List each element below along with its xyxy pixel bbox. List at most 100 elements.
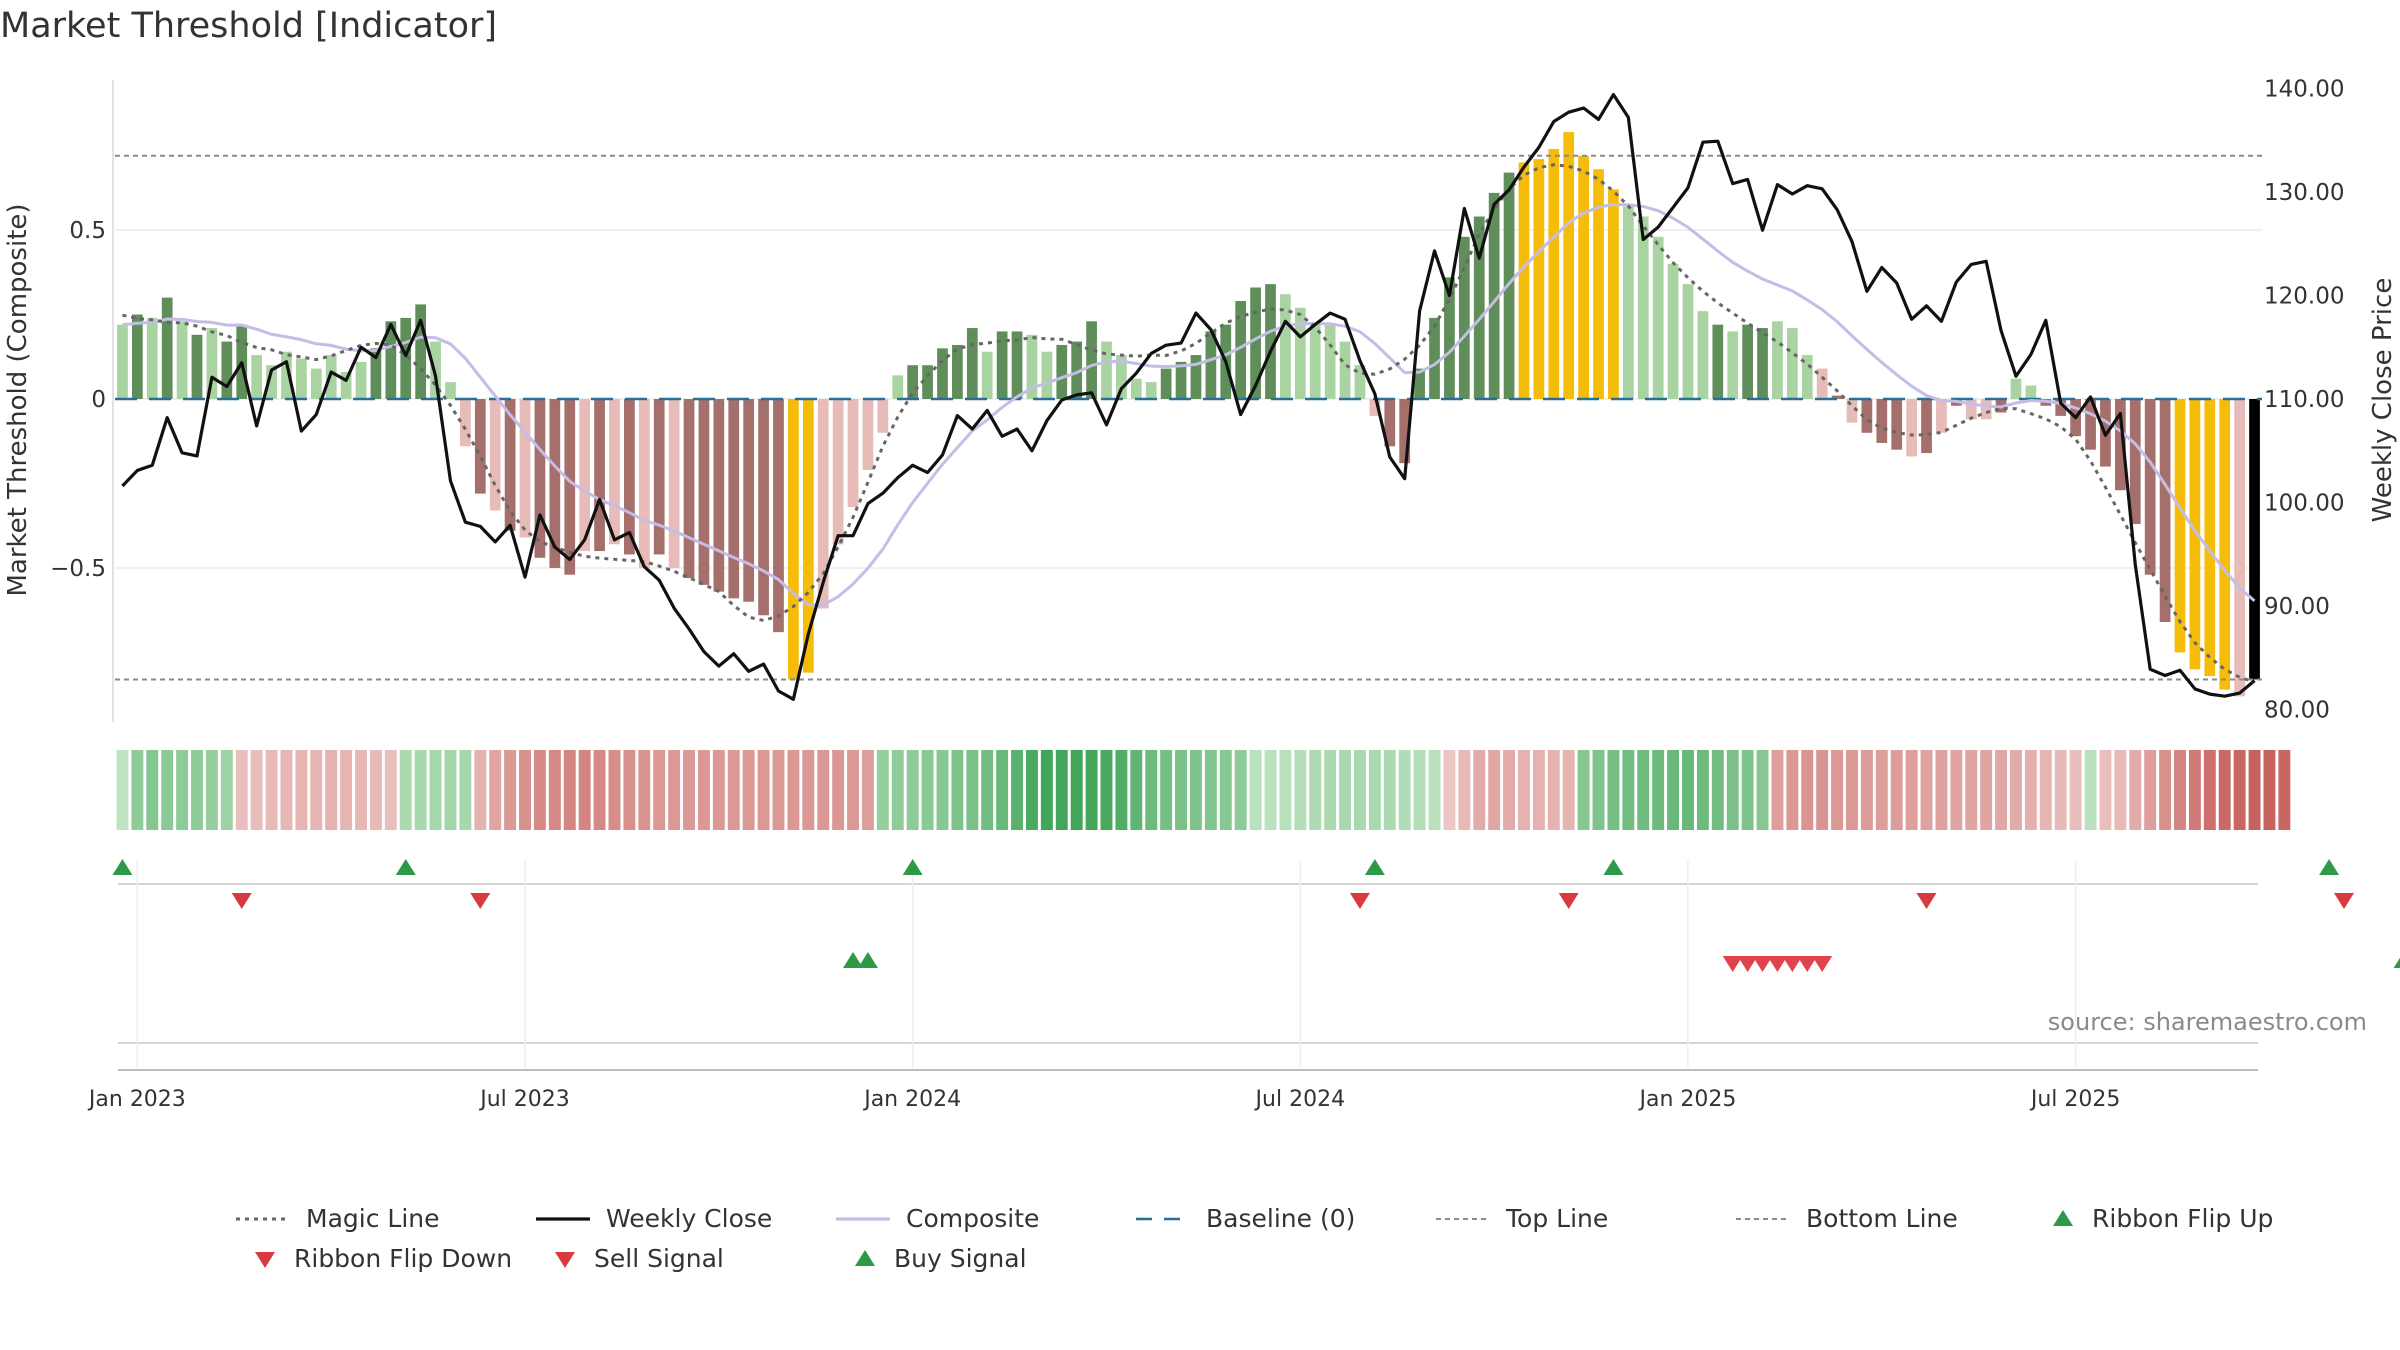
sell-signal-marker — [1737, 956, 1758, 972]
ribbon-cell — [1488, 750, 1501, 830]
ribbon-cell — [355, 750, 367, 830]
ribbon-cell — [1025, 750, 1038, 830]
ribbon-cell — [2010, 750, 2022, 830]
legend-swatch — [1736, 1217, 1790, 1220]
histogram-bar — [504, 399, 516, 531]
ribbon-cell — [1965, 750, 1978, 830]
ribbon-cell — [1070, 750, 1083, 830]
histogram-bar — [1071, 341, 1083, 399]
histogram-bar — [817, 399, 829, 609]
ribbon-cell — [1503, 750, 1516, 830]
ribbon-cell — [593, 750, 606, 830]
histogram-bar — [131, 314, 143, 399]
histogram-bar — [1578, 155, 1589, 399]
ribbon-cell — [1950, 750, 1963, 830]
ribbon-cell — [1189, 750, 1202, 830]
histogram-bar — [996, 331, 1008, 399]
histogram-bar — [1593, 169, 1604, 399]
ribbon-cell — [623, 750, 636, 830]
legend-swatch — [236, 1217, 290, 1220]
ribbon-cell — [2174, 750, 2186, 830]
ribbon-cell — [1711, 750, 1724, 830]
sell-signal-marker — [1767, 956, 1788, 972]
ribbon-cell — [1085, 750, 1098, 830]
ribbon-cell — [2233, 750, 2246, 830]
histogram-bar — [117, 324, 128, 399]
ribbon-cell — [131, 750, 144, 830]
ribbon-flip-up-marker — [902, 859, 923, 875]
ribbon-cell — [2024, 750, 2037, 830]
histogram-bar — [832, 399, 844, 545]
ribbon-cell — [1115, 750, 1128, 830]
ribbon-flip-up-marker — [395, 859, 416, 875]
histogram-bar — [2085, 399, 2096, 450]
legend-label: Ribbon Flip Up — [2092, 1204, 2274, 1233]
histogram-bar — [892, 375, 904, 399]
ribbon-cell — [1175, 750, 1188, 830]
histogram-bar — [1190, 355, 1202, 399]
histogram-bar — [966, 328, 978, 399]
ribbon-cell — [1339, 750, 1352, 830]
series-lines — [121, 92, 2256, 701]
ribbon-cell — [1160, 750, 1173, 830]
ribbon-cell — [847, 750, 859, 830]
legend-item: Ribbon Flip Down — [250, 1244, 512, 1273]
histogram-bar — [698, 399, 710, 585]
histogram-bar — [266, 365, 277, 399]
histogram-bar — [1294, 307, 1306, 399]
ribbon-cell — [2099, 750, 2112, 830]
ribbon-cell — [1682, 750, 1694, 830]
legend-label: Magic Line — [306, 1204, 440, 1233]
histogram-bar — [370, 348, 382, 399]
histogram-bar — [1697, 311, 1709, 399]
histogram-bar — [2219, 399, 2231, 690]
ribbon-flip-down-marker — [1349, 893, 1370, 909]
histogram-bar — [668, 399, 680, 568]
histogram-bar — [1846, 399, 1858, 423]
histogram-bar — [206, 328, 218, 399]
ribbon-cell — [1040, 750, 1053, 830]
ribbon-cell — [936, 750, 949, 830]
ribbon-cell — [1011, 750, 1024, 830]
ribbon-cell — [548, 750, 561, 830]
histogram-bar — [415, 304, 427, 399]
ribbon-cell — [1398, 750, 1411, 830]
ribbon-cell — [1353, 750, 1366, 830]
ribbon-cell — [1204, 750, 1217, 830]
histogram-bar — [340, 371, 352, 399]
composite-line — [122, 203, 2256, 607]
ribbon-cell — [802, 750, 815, 830]
histogram-bar — [296, 358, 307, 399]
ribbon-flip-down-marker — [2334, 893, 2355, 909]
histogram-bar — [728, 399, 740, 599]
histogram-bar — [2204, 399, 2216, 677]
histogram-bar — [310, 368, 322, 399]
histogram-bar — [1160, 368, 1172, 399]
legend-swatch — [555, 1251, 575, 1268]
ribbon-cell — [1562, 750, 1575, 830]
ribbon-cell — [429, 750, 442, 830]
buy-signal-marker — [857, 952, 878, 968]
ribbon-cell — [1219, 750, 1232, 830]
signal-markers — [112, 859, 2400, 1071]
ribbon-cell — [1622, 750, 1635, 830]
legend-label: Bottom Line — [1806, 1204, 1958, 1233]
legend-swatch — [1436, 1217, 1490, 1220]
legend: Magic Line Weekly Close Composite Baseline … — [0, 1190, 2400, 1290]
histogram-bar — [519, 399, 531, 538]
histogram-bar — [1816, 368, 1828, 399]
sell-signal-marker — [1752, 956, 1773, 972]
legend-label: Composite — [906, 1204, 1040, 1233]
histogram-bar — [460, 399, 471, 447]
ribbon-cell — [2054, 750, 2067, 830]
histogram-bar — [2025, 385, 2037, 399]
ribbon-cell — [325, 750, 338, 830]
legend-item: Baseline (0) — [1134, 1204, 1355, 1233]
ribbon-cell — [1726, 750, 1739, 830]
ribbon-cell — [1130, 750, 1143, 830]
ribbon-cell — [2218, 750, 2231, 830]
ribbon-cell — [668, 750, 681, 830]
histogram-bar — [549, 399, 561, 568]
histogram-bar — [1309, 324, 1321, 399]
ribbon-cell — [1607, 750, 1620, 830]
